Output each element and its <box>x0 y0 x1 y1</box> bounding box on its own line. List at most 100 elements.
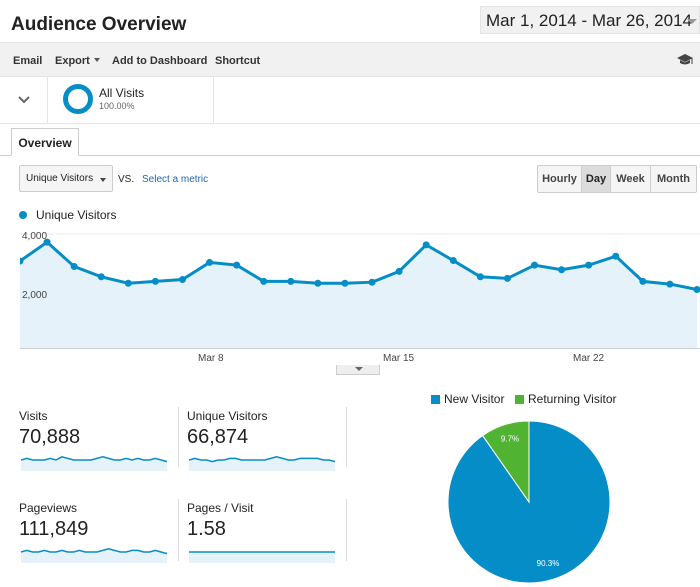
data-point <box>260 277 268 285</box>
chart-baseline <box>20 348 700 349</box>
chevron-down-icon <box>18 96 30 104</box>
pie-legend-label: Returning Visitor <box>528 392 617 406</box>
add-to-dashboard-button[interactable]: Add to Dashboard <box>112 55 208 67</box>
sparkline-line <box>20 455 168 463</box>
data-point <box>124 279 132 287</box>
data-point <box>178 275 186 283</box>
data-point <box>693 286 700 294</box>
page-title: Audience Overview <box>11 14 187 35</box>
chevron-down-icon <box>355 367 363 371</box>
chevron-down-icon <box>93 58 100 62</box>
title-bar: Audience Overview Mar 1, 2014 - Mar 26, … <box>0 0 700 42</box>
day-button[interactable]: Day <box>582 166 611 192</box>
segment-ring-icon <box>63 84 93 114</box>
data-point <box>70 262 78 270</box>
stat-label: Unique Visitors <box>187 409 268 423</box>
y-tick-label: 4,000 <box>22 231 48 242</box>
pie-legend-new[interactable]: New Visitor <box>431 392 504 406</box>
data-point <box>395 267 403 275</box>
data-point <box>206 258 214 266</box>
chart-legend-label: Unique Visitors <box>36 208 117 222</box>
chevron-down-icon <box>100 178 106 182</box>
data-point <box>476 273 484 281</box>
stat-visits: Visits 70,888 <box>19 409 179 471</box>
data-point <box>151 277 159 285</box>
data-point <box>503 274 511 282</box>
pie-legend-label: New Visitor <box>444 392 505 406</box>
chart-collapse-handle[interactable] <box>336 365 380 375</box>
sparkline-line <box>188 456 336 463</box>
data-point <box>341 279 349 287</box>
email-button[interactable]: Email <box>13 55 43 67</box>
sparkline <box>188 456 336 471</box>
data-point <box>558 266 566 274</box>
divider <box>346 499 347 561</box>
stat-value: 66,874 <box>187 426 249 448</box>
legend-dot-icon <box>19 211 27 219</box>
segment-row: All Visits 100.00% <box>0 77 700 124</box>
pie-legend-returning[interactable]: Returning Visitor <box>515 392 617 406</box>
granularity-buttons: Hourly Day Week Month <box>537 165 697 193</box>
tab-overview[interactable]: Overview <box>11 128 79 156</box>
sparkline <box>189 551 335 563</box>
data-point <box>233 261 241 269</box>
report-toolbar: Email Export Add to Dashboard Shortcut <box>0 42 700 77</box>
data-point <box>314 279 322 287</box>
segment-expand-button[interactable] <box>0 77 48 124</box>
visitor-type-pie[interactable]: 90.3% 9.7% <box>447 420 611 584</box>
x-tick-label: Mar 8 <box>198 353 224 364</box>
export-button[interactable]: Export <box>55 55 100 67</box>
export-label: Export <box>55 55 90 67</box>
select-metric-link[interactable]: Select a metric <box>142 174 209 185</box>
sparkline-fill <box>189 552 335 563</box>
data-point <box>43 238 51 246</box>
pie-slice-returning-visitor <box>481 420 530 504</box>
stat-unique-visitors: Unique Visitors 66,874 <box>187 409 347 471</box>
x-tick-label: Mar 15 <box>383 353 415 364</box>
week-button[interactable]: Week <box>611 166 651 192</box>
x-tick-label: Mar 22 <box>573 353 605 364</box>
sparkline-line <box>20 548 168 555</box>
legend-swatch-icon <box>431 395 440 404</box>
sparkline <box>20 455 168 471</box>
data-point <box>585 261 593 269</box>
metric-select[interactable]: Unique Visitors <box>19 165 113 192</box>
stat-label: Pages / Visit <box>187 501 254 515</box>
stat-value: 70,888 <box>19 426 81 448</box>
graduation-cap-icon[interactable] <box>676 53 694 67</box>
metric-select-value: Unique Visitors <box>26 173 94 184</box>
stat-value: 1.58 <box>187 518 226 540</box>
date-range-label: Mar 1, 2014 - Mar 26, 2014 <box>486 11 693 30</box>
data-point <box>97 273 105 281</box>
date-range-picker[interactable]: Mar 1, 2014 - Mar 26, 2014 <box>480 6 700 34</box>
segment-percent: 100.00% <box>99 101 135 111</box>
segment-all-visits[interactable]: All Visits 100.00% <box>48 77 214 124</box>
data-point <box>20 257 24 265</box>
unique-visitors-chart[interactable] <box>20 228 700 348</box>
stat-pages-per-visit: Pages / Visit 1.58 <box>187 501 347 563</box>
segment-name: All Visits <box>99 86 145 100</box>
pie-data-label: 90.3% <box>537 559 560 568</box>
data-point <box>639 277 647 285</box>
hourly-button[interactable]: Hourly <box>538 166 582 192</box>
stat-label: Pageviews <box>19 501 78 515</box>
area-fill <box>20 242 697 348</box>
divider <box>346 407 347 467</box>
data-point <box>422 241 430 249</box>
data-point <box>287 277 295 285</box>
vs-label: VS. <box>118 174 135 185</box>
y-tick-label: 2,000 <box>22 290 48 301</box>
sparkline <box>20 548 168 563</box>
pie-data-label: 9.7% <box>501 435 519 444</box>
series-line <box>20 240 698 291</box>
data-point <box>612 252 620 260</box>
tab-bar-line <box>0 155 700 156</box>
data-point <box>666 280 674 288</box>
stat-pageviews: Pageviews 111,849 <box>19 501 179 563</box>
month-button[interactable]: Month <box>657 173 690 185</box>
data-point <box>531 261 539 269</box>
divider <box>178 499 179 561</box>
data-point <box>368 278 376 286</box>
divider <box>178 407 179 467</box>
shortcut-button[interactable]: Shortcut <box>215 55 261 67</box>
